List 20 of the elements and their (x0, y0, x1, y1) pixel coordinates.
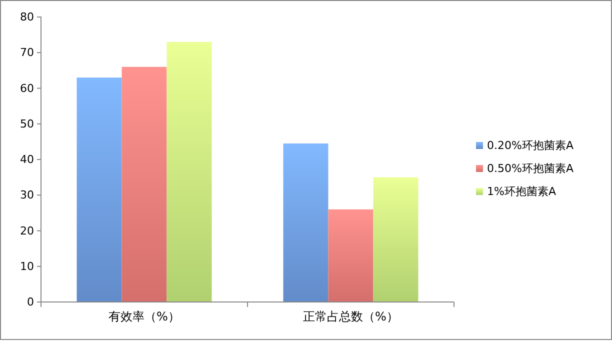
legend-label: 0.20%环抱菌素A (487, 139, 574, 152)
y-tick-label: 60 (20, 82, 34, 95)
y-tick-label: 0 (27, 296, 34, 309)
bar (283, 143, 328, 302)
y-tick-label: 30 (20, 188, 34, 202)
y-tick-label: 80 (20, 10, 34, 24)
y-tick-label: 20 (20, 224, 34, 238)
y-tick-label: 10 (20, 260, 34, 273)
x-tick-label: 正常占总数（%） (303, 310, 398, 324)
y-tick-label: 40 (20, 153, 34, 166)
bar (373, 177, 418, 302)
bar (328, 209, 374, 302)
x-tick-label: 有效率（%） (108, 310, 180, 324)
legend-label: 1%环抱菌素A (487, 185, 556, 198)
bar (122, 66, 167, 302)
legend-label: 0.50%环抱菌素A (487, 162, 574, 175)
y-tick-label: 70 (20, 46, 34, 60)
bar (76, 78, 122, 302)
bar (166, 42, 212, 302)
y-tick-label: 50 (20, 117, 34, 130)
